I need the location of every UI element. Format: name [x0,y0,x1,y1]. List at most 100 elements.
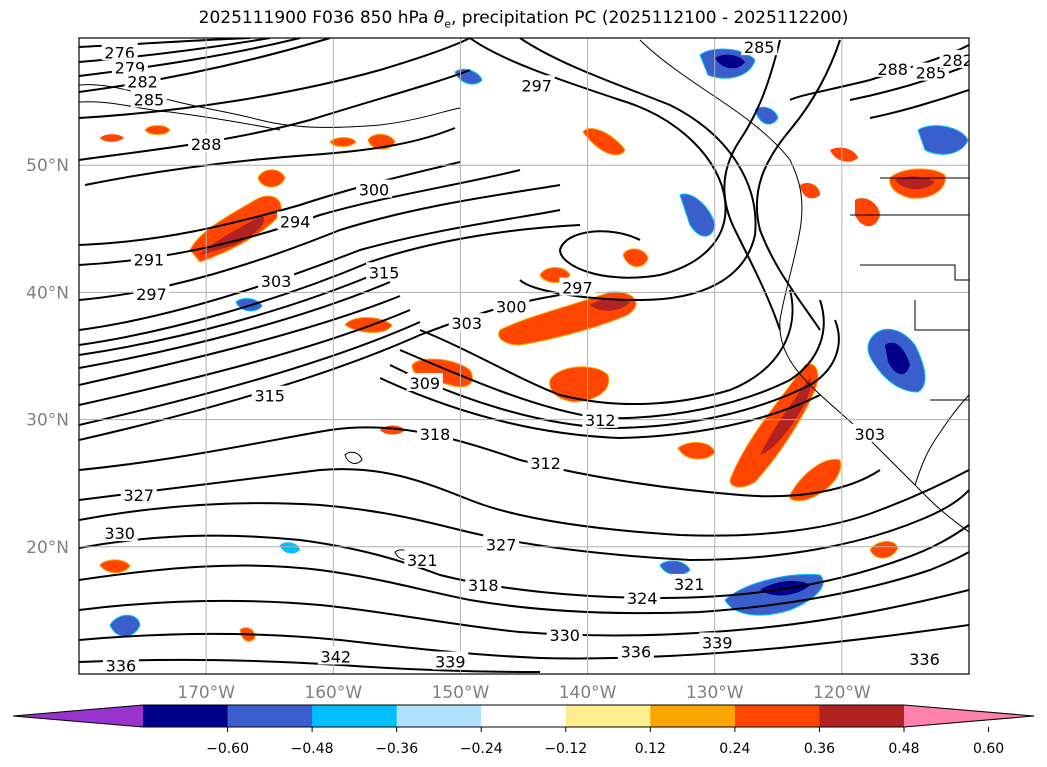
colorbar-tick-label: 0.60 [973,741,1004,757]
contour-label: 297 [521,76,552,95]
lon-tick-label: 130°W [686,683,744,703]
contour-label: 285 [916,64,947,83]
contour-label: 288 [877,60,908,79]
colorbar-segment [819,705,905,727]
colorbar-extend-low [13,705,143,727]
contour-label: 282 [942,51,973,70]
contour-label-bg [624,587,661,606]
contour-label: 339 [435,653,466,672]
contour-label: 288 [191,135,222,154]
contour-label: 318 [468,576,499,595]
title-theta: θ [433,8,445,28]
contour-label-bg [120,484,157,503]
contour-label-bg [432,651,469,670]
contour-label-bg [465,575,502,594]
contour-label-bg [559,277,596,296]
contour-label: 276 [104,43,135,62]
contour-label: 300 [359,181,390,200]
contour-label-bg [258,271,295,290]
contour-label-bg [851,423,888,442]
lon-tick-label: 170°W [177,683,235,703]
contour-label: 339 [702,633,733,652]
contour-label-bg [101,42,138,61]
contour-label: 318 [420,425,451,444]
colorbar: −0.60 −0.48 −0.36 −0.24 −0.12 0.12 0.24 0.36 0.4… [12,704,1035,757]
colorbar-segment [481,705,567,727]
lat-tick-label: 50°N [26,156,69,176]
colorbar-segment [396,705,482,727]
contour-label: 330 [549,626,580,645]
contour-label-bg [582,409,619,428]
contour-label: 312 [530,454,561,473]
contour-label-bg [101,523,138,542]
contour-label: 303 [452,314,483,333]
title-theta-subscript: e [444,17,451,31]
contour-label: 294 [280,212,311,231]
contour-label: 342 [321,647,352,666]
contour-label-bg [546,624,583,643]
colorbar-segment [227,705,313,727]
contour-label-bg [493,296,530,315]
colorbar-tick-label: −0.36 [375,741,418,757]
contour-label-bg [130,249,167,268]
contour-label: 321 [407,551,438,570]
contour-label-bg [527,453,564,472]
contour-label-bg [133,283,170,302]
contour-label: 315 [254,387,285,406]
colorbar-tick-label: −0.48 [291,741,334,757]
colorbar-tick-label: 0.48 [888,741,919,757]
contour-label: 291 [134,251,165,270]
contour-label: 282 [127,73,158,92]
contour-label-bg [671,573,708,592]
contour-label: 303 [261,272,292,291]
colorbar-tick-label: −0.60 [206,741,249,757]
colorbar-tick-label: 0.12 [635,741,666,757]
contour-label: 330 [104,524,135,543]
colorbar-outline [12,704,1035,728]
contour-label-bg [906,649,943,668]
colorbar-tick-label: −0.24 [460,741,503,757]
title-suffix: , precipitation PC (2025112100 - 2025112… [450,8,849,28]
colorbar-segment [734,705,820,727]
contour-label: 297 [136,285,167,304]
lon-tick-label: 140°W [559,683,617,703]
lon-tick-label: 150°W [432,683,490,703]
colorbar-segment [143,705,229,727]
contour-label-bg [355,179,392,198]
lat-tick-label: 30°N [26,411,69,431]
coastlines [79,39,969,560]
colorbar-segment [312,705,398,727]
contour-label-bg [404,549,441,568]
contour-label: 285 [134,90,165,109]
contour-label-bg [617,641,654,660]
theta-e-contours [79,38,969,673]
contour-label-bg [277,211,314,230]
contour-label: 297 [562,279,593,298]
lat-tick-label: 20°N [26,538,69,558]
contour-label-bg [741,38,778,56]
colorbar-extend-high [904,705,1034,727]
contour-label-bg [939,49,969,68]
colorbar-segment [565,705,651,727]
contour-label-bg [448,313,485,332]
contour-label-bg [188,133,225,152]
contour-label: 309 [410,374,441,393]
latitude-axis: 20°N 30°N 40°N 50°N [26,156,69,558]
longitude-axis: 170°W 160°W 150°W 140°W 130°W 120°W [177,683,871,703]
contour-label-bg [874,58,911,77]
contour-label-bg [111,57,148,76]
lat-tick-label: 40°N [26,283,69,303]
lon-tick-label: 120°W [813,683,871,703]
chart-title: 2025111900 F036 850 hPa θe, precipitatio… [0,8,1047,30]
contour-label-bg [102,655,139,674]
contour-label-bg [483,534,520,553]
title-prefix: 2025111900 F036 850 hPa [198,8,434,28]
contour-label: 327 [486,536,517,555]
colorbar-tick-label: 0.24 [719,741,750,757]
contour-label: 327 [123,486,154,505]
colorbar-tick-label: 0.36 [804,741,835,757]
contour-label-bg [699,632,736,651]
contour-label: 315 [369,263,400,282]
